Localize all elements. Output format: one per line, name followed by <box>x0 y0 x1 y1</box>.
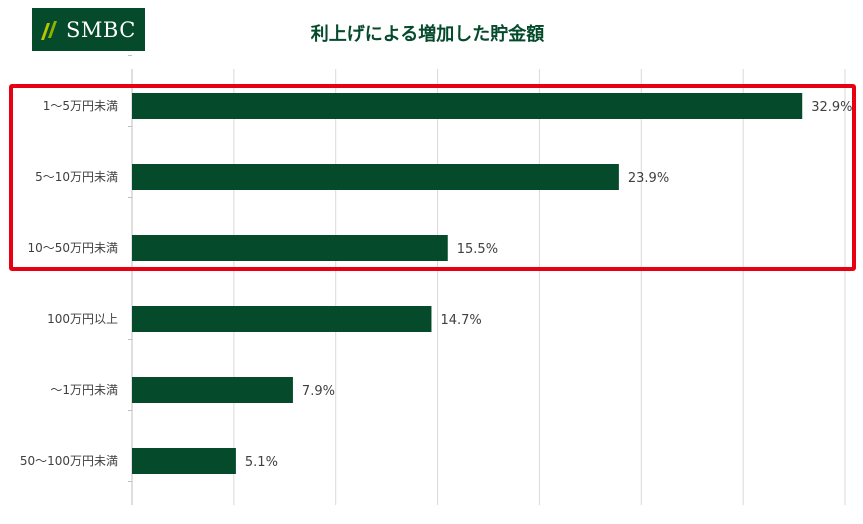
category-label: 5～10万円未満 <box>35 170 118 184</box>
value-label: 32.9% <box>811 100 852 115</box>
category-label: ～1万円未満 <box>50 383 118 397</box>
category-label: 50～100万円未満 <box>20 454 118 468</box>
bar <box>132 164 619 190</box>
smbc-leaf-icon <box>41 20 57 40</box>
value-label: 5.1% <box>245 455 278 470</box>
bar <box>132 377 293 403</box>
bars <box>132 93 803 474</box>
value-label: 15.5% <box>457 242 498 257</box>
category-label: 10～50万円未満 <box>27 241 118 255</box>
category-labels: 1～5万円未満 5～10万円未満 10～50万円未満 100万円以上 ～1万円未満 50～… <box>20 99 118 468</box>
value-labels: 32.9% 23.9% 15.5% 14.7% 7.9% 5.1% <box>245 100 853 470</box>
bar <box>132 93 803 119</box>
bar <box>132 448 236 474</box>
value-label: 23.9% <box>628 171 669 186</box>
category-label: 1～5万円未満 <box>43 99 118 113</box>
smbc-logo: SMBC <box>32 8 145 51</box>
logo-text: SMBC <box>66 17 136 42</box>
bar <box>132 235 448 261</box>
value-label: 14.7% <box>440 313 481 328</box>
grid-lines <box>128 55 846 505</box>
category-label: 100万円以上 <box>47 312 118 326</box>
value-label: 7.9% <box>302 384 335 399</box>
chart-title: 利上げによる増加した貯金額 <box>310 24 545 45</box>
highlight-box <box>9 84 856 271</box>
bar <box>132 306 432 332</box>
